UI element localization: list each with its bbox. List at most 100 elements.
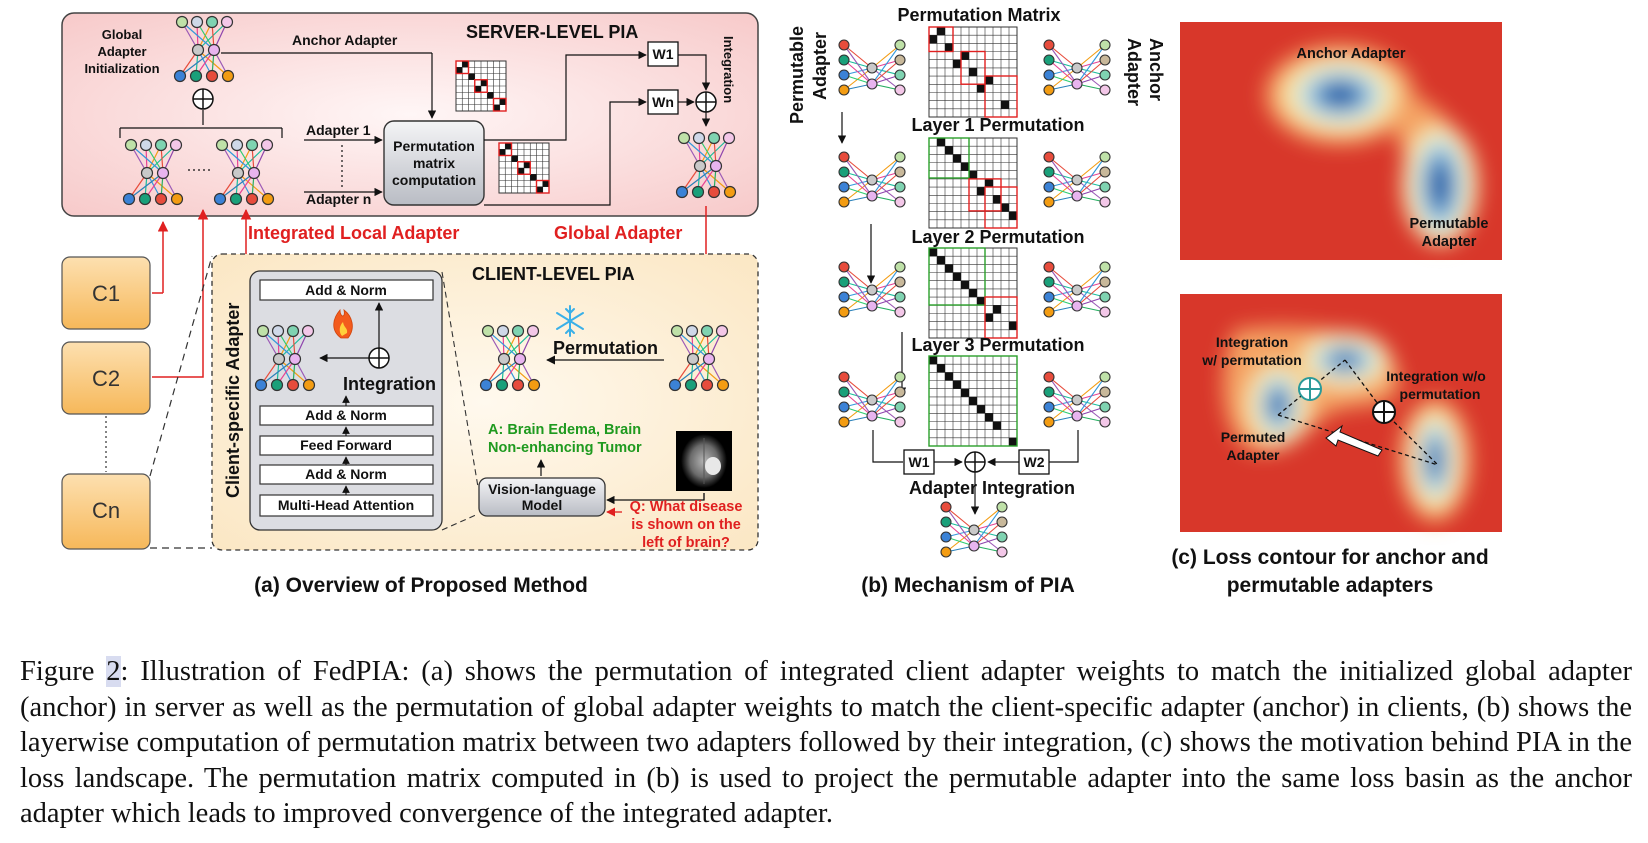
client-c1-label: C1 xyxy=(92,281,120,306)
answer-line1: A: Brain Edema, Brain xyxy=(488,422,641,438)
anchor-network-row2 xyxy=(1043,261,1111,318)
figure-canvas: SERVER-LEVEL PIA Global Adapter Initiali… xyxy=(61,5,1502,597)
integration-label: Integration xyxy=(343,374,436,394)
global-init-line3: Initialization xyxy=(84,61,159,76)
adapter-1-label: Adapter 1 xyxy=(306,122,371,138)
permutation-matrix-computation-box xyxy=(383,120,485,206)
mha-label: Multi-Head Attention xyxy=(278,497,414,513)
panel-c-label-line2: permutable adapters xyxy=(1227,574,1434,597)
panel-b-label: (b) Mechanism of PIA xyxy=(861,574,1075,597)
integration-plus-icon xyxy=(368,347,390,369)
loss-contour-bottom xyxy=(1180,294,1502,532)
loss-contour-top xyxy=(1180,22,1502,260)
feed-forward-label: Feed Forward xyxy=(300,437,392,453)
client-title: CLIENT-LEVEL PIA xyxy=(472,264,635,284)
global-adapter-init-label: Global xyxy=(102,27,142,42)
w1-weight-label: W1 xyxy=(909,454,930,470)
perm-box-line1: Permutation xyxy=(393,138,475,154)
adapter-integration-label: Adapter Integration xyxy=(909,478,1075,498)
client-c1-box xyxy=(61,256,151,330)
adapter-integration-sum-icon xyxy=(964,451,986,473)
question-line2: is shown on the xyxy=(631,517,741,533)
add-norm-low-label: Add & Norm xyxy=(305,466,387,482)
integration-vertical-label: Integration xyxy=(721,36,736,103)
vlm-box xyxy=(478,477,606,517)
anchor-network-row3 xyxy=(1043,371,1111,428)
caption-figure-number: 2 xyxy=(106,656,121,687)
mri-scan-image xyxy=(676,431,732,491)
client-cn-label: Cn xyxy=(92,498,120,523)
panel-a-label: (a) Overview of Proposed Method xyxy=(254,574,588,597)
contour-anchor-adapter-label: Anchor Adapter xyxy=(1296,46,1405,62)
permutable-network-row0 xyxy=(838,39,906,96)
w2-weight-label: W2 xyxy=(1024,454,1045,470)
anchor-adapter-label: Anchor Adapter xyxy=(292,32,398,48)
client-cn-box xyxy=(61,473,151,550)
adapter-n-label: Adapter n xyxy=(306,191,371,207)
arrow-icon xyxy=(1325,424,1383,457)
layer2-label: Layer 2 Permutation xyxy=(911,227,1084,247)
permutable-network-row2 xyxy=(838,261,906,318)
figure-caption: Figure 2: Illustration of FedPIA: (a) sh… xyxy=(20,654,1632,832)
anchor-network-row1 xyxy=(1043,151,1111,208)
add-norm-top-box xyxy=(259,279,434,301)
integrated-local-adapter-label: Integrated Local Adapter xyxy=(248,223,459,243)
panel-b-title: Permutation Matrix xyxy=(897,5,1060,25)
permutation-matrix-row1 xyxy=(928,137,1018,229)
question-line1: Q: What disease xyxy=(630,499,743,515)
client-c2-box xyxy=(61,341,151,415)
w1-box xyxy=(647,41,679,67)
permutable-adapter-vertical-2: Adapter xyxy=(810,32,830,100)
add-norm-top-label: Add & Norm xyxy=(305,282,387,298)
w1-label: W1 xyxy=(653,46,674,62)
caption-prefix: Figure xyxy=(20,656,107,687)
global-adapter-label: Global Adapter xyxy=(554,223,682,243)
answer-line2: Non-enhancing Tumor xyxy=(488,440,642,456)
int-w-perm-line1: Integration xyxy=(1216,334,1288,350)
permuted-adapter-line2: Adapter xyxy=(1227,447,1280,463)
server-title: SERVER-LEVEL PIA xyxy=(466,22,638,42)
perm-box-line3: computation xyxy=(392,172,476,188)
add-norm-mid-label: Add & Norm xyxy=(305,407,387,423)
fire-icon xyxy=(333,308,353,339)
snowflake-icon xyxy=(556,305,584,337)
client-c2-label: C2 xyxy=(92,366,120,391)
anchor-adapter-vertical-2: Adapter xyxy=(1124,38,1144,106)
global-init-line1: Global xyxy=(102,27,142,42)
global-init-line2: Adapter xyxy=(97,44,146,59)
sum-icon xyxy=(192,88,214,110)
perm-box-line2: matrix xyxy=(413,155,455,171)
layer1-label: Layer 1 Permutation xyxy=(911,115,1084,135)
panel-a: SERVER-LEVEL PIA Global Adapter Initiali… xyxy=(61,12,759,597)
integration-without-permutation-marker xyxy=(1372,400,1396,424)
panel-b: Permutation Matrix Permutable Adapter An… xyxy=(787,5,1166,597)
permuted-adapter-line1: Permuted xyxy=(1221,429,1286,445)
contour-permutable-line2: Adapter xyxy=(1422,234,1477,250)
caption-text: : Illustration of FedPIA: (a) shows the … xyxy=(20,656,1632,829)
permutation-label: Permutation xyxy=(553,338,658,358)
vlm-line2: Model xyxy=(522,497,562,513)
permutable-adapter-vertical-1: Permutable xyxy=(787,26,807,124)
client-specific-adapter-label: Client-specific Adapter xyxy=(223,303,243,498)
anchor-network-row0 xyxy=(1043,39,1111,96)
wn-label: Wn xyxy=(652,94,674,110)
contour-permutable-line1: Permutable xyxy=(1410,216,1489,232)
integration-with-permutation-marker xyxy=(1298,377,1322,401)
panel-c-label-line1: (c) Loss contour for anchor and xyxy=(1171,546,1488,569)
server-level-box xyxy=(61,12,759,217)
integrated-adapter-network xyxy=(940,501,1008,558)
int-wo-perm-line1: Integration w/o xyxy=(1386,368,1486,384)
vlm-line1: Vision-language xyxy=(488,481,596,497)
question-line3: left of brain? xyxy=(642,535,730,551)
int-wo-perm-line2: permutation xyxy=(1400,386,1481,402)
permutation-matrix-small-2 xyxy=(498,142,550,194)
anchor-adapter-vertical-1: Anchor xyxy=(1146,38,1166,101)
layer3-label: Layer 3 Permutation xyxy=(911,335,1084,355)
wn-box xyxy=(647,89,679,115)
integration-sum-icon xyxy=(695,91,717,113)
permutable-network-row3 xyxy=(838,371,906,428)
panel-c: Anchor Adapter Permutable Adapter xyxy=(1171,22,1502,597)
int-w-perm-line2: w/ permutation xyxy=(1201,352,1302,368)
permutation-matrix-small-1 xyxy=(455,60,507,112)
permutable-network-row1 xyxy=(838,151,906,208)
